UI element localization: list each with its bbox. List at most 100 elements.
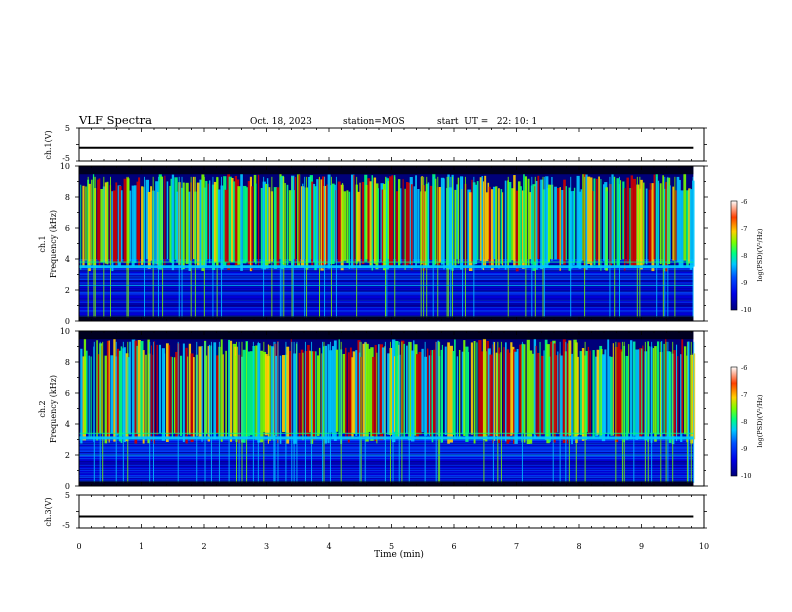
spectrogram-burst	[652, 348, 655, 434]
spectrogram-burst	[83, 338, 87, 435]
spectrogram-spheric	[102, 341, 104, 483]
spectrogram-burst	[338, 339, 340, 439]
spectrogram-burst	[255, 183, 257, 265]
spectrogram-burst	[372, 356, 375, 437]
spectrogram-steady-line	[79, 261, 694, 263]
spectrogram-spheric	[359, 341, 361, 483]
spectrogram-burst	[600, 349, 603, 436]
spectrogram-burst	[113, 339, 116, 442]
spectrogram-burst	[133, 185, 137, 263]
spectrogram-spheric	[464, 176, 466, 318]
spectrogram-spheric	[521, 341, 523, 483]
spectrogram-burst	[106, 181, 109, 265]
spectrogram-spheric	[335, 176, 337, 318]
spectrogram-burst	[213, 342, 217, 440]
spectrogram-burst	[641, 348, 643, 435]
spectrogram-steady-line	[79, 454, 694, 456]
spectrogram-spheric	[420, 176, 422, 318]
spectrogram-spheric	[492, 341, 494, 483]
x-tick-labels: 0 1 2 3 4 5 6 7 8 9 10	[76, 542, 709, 551]
spectrogram-burst	[418, 351, 422, 435]
ch1-waveform-ylabel: ch.1(V)	[44, 130, 53, 159]
ch2-spectrogram-ytick: 0	[65, 482, 70, 491]
spectrogram-burst	[262, 351, 267, 432]
spectrogram-steady-line	[79, 432, 694, 434]
spectrogram-burst	[317, 355, 320, 436]
spectrogram-burst	[374, 344, 377, 442]
spectrogram-spheric	[664, 176, 666, 318]
spectrogram-burst	[220, 339, 223, 442]
spectrogram-burst	[343, 191, 347, 261]
spectrogram-burst	[673, 190, 678, 261]
spectrogram-spheric	[531, 176, 533, 318]
spectrogram-burst	[500, 189, 503, 265]
spectrogram-burst	[403, 343, 406, 437]
spectrogram-burst	[406, 345, 408, 434]
spectrogram-burst	[675, 344, 678, 442]
spectrogram-spheric	[435, 341, 437, 483]
spectrogram-spheric	[559, 341, 561, 483]
spectrogram-burst	[576, 175, 580, 268]
spectrogram-burst	[668, 351, 672, 444]
spectrogram-burst	[355, 350, 358, 436]
ch2-spectrogram-ytick: 6	[65, 389, 70, 398]
spectrogram-burst	[112, 190, 116, 263]
spectrogram-burst	[176, 191, 179, 263]
spectrogram-burst	[116, 348, 120, 435]
spectrogram-burst	[678, 179, 681, 267]
spectrogram-burst	[487, 182, 490, 260]
x-tick-label: 6	[451, 542, 456, 551]
spectrogram-burst	[587, 176, 591, 264]
spectrogram-spheric	[447, 176, 449, 318]
spectrogram-burst	[435, 178, 437, 265]
spectrogram-burst	[207, 183, 209, 260]
spectrogram-stripe	[79, 439, 694, 441]
spectrogram-spheric	[423, 176, 425, 318]
spectrogram-burst	[368, 348, 371, 432]
spectrogram-stripe	[79, 447, 694, 448]
ch2-colorbar-tick: -8	[741, 418, 747, 426]
spectrogram-burst	[630, 340, 633, 440]
spectrogram-burst	[110, 355, 114, 434]
ch2-spectrogram	[79, 331, 696, 486]
spectrogram-burst	[275, 355, 279, 437]
spectrogram-burst	[571, 353, 573, 445]
spectrogram-burst	[324, 345, 328, 444]
spectrogram-burst	[90, 356, 92, 438]
spectrogram-burst	[543, 350, 545, 433]
spectrogram-burst	[397, 179, 401, 269]
spectrogram-burst	[111, 191, 114, 272]
spectrogram-stripe	[79, 451, 694, 453]
spectrogram-burst	[86, 350, 88, 434]
spectrogram-burst	[563, 179, 566, 265]
spectrogram-spheric	[157, 176, 159, 318]
ch2-colorbar-label: log(PSD)(V²/Hz)	[756, 394, 764, 447]
spectrogram-burst	[224, 189, 228, 263]
spectrogram-spheric	[216, 176, 218, 318]
spectrogram-spheric	[401, 341, 403, 483]
spectrogram-burst	[443, 178, 445, 270]
spectrogram-stripe	[79, 468, 694, 470]
ch2-spectrogram-ytick: 4	[65, 420, 70, 429]
spectrogram-spheric	[281, 176, 283, 318]
spectrogram-burst	[216, 355, 220, 434]
ch1-waveform-frame	[78, 127, 705, 162]
spectrogram-burst	[523, 174, 525, 262]
spectrogram-spheric	[584, 176, 586, 318]
spectrogram-burst	[182, 343, 185, 442]
spectrogram-spheric	[277, 341, 279, 483]
spectrogram-burst	[120, 346, 123, 444]
spectrogram-spheric	[122, 341, 124, 483]
spectrogram-burst	[367, 178, 371, 263]
spectrogram-spheric	[686, 341, 688, 483]
spectrogram-burst	[158, 344, 161, 434]
spectrogram-stripe	[79, 443, 694, 445]
spectrogram-spheric	[392, 341, 394, 483]
spectrogram-burst	[510, 342, 513, 436]
spectrogram-burst	[308, 176, 312, 263]
spectrogram-burst	[520, 186, 522, 267]
spectrogram-burst	[276, 187, 280, 266]
spectrogram-spheric	[279, 176, 281, 318]
spectrogram-burst	[473, 341, 476, 444]
